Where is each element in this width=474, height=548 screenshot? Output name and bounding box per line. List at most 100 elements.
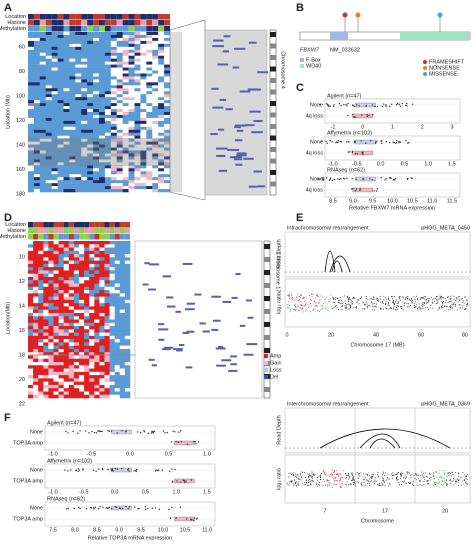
- heatmap-cell: [58, 319, 64, 324]
- cn-point: [324, 305, 326, 307]
- heatmap-cell: [58, 339, 64, 343]
- heatmap-cell: [93, 73, 100, 77]
- heatmap-cell: [75, 189, 82, 193]
- heatmap-cell: [104, 91, 112, 95]
- heatmap-cell: [104, 355, 110, 360]
- cn-point: [377, 484, 379, 486]
- tick-label: 0.0: [111, 489, 119, 495]
- heatmap-cell: [134, 52, 141, 57]
- heatmap-cell: [79, 335, 85, 340]
- heatmap-cell: [89, 303, 95, 307]
- cn-point: [341, 480, 343, 482]
- point: [127, 507, 129, 510]
- cn-point: [364, 484, 366, 486]
- heatmap-cell: [38, 244, 44, 248]
- cn-point: [460, 484, 462, 486]
- heatmap-cell: [116, 165, 123, 169]
- heatmap-cell: [28, 244, 34, 248]
- heatmap-cell: [152, 58, 159, 62]
- heatmap-cell: [152, 162, 159, 166]
- cn-point: [410, 299, 412, 301]
- cn-point: [414, 300, 416, 302]
- heatmap-cell: [89, 283, 95, 288]
- heatmap-cell: [45, 177, 52, 181]
- cn-point: [366, 306, 368, 308]
- heatmap-cell: [158, 37, 165, 42]
- cn-point: [436, 296, 438, 298]
- heatmap-cell: [124, 348, 131, 353]
- heatmap-cell: [116, 171, 123, 175]
- heatmap-cell: [58, 280, 64, 284]
- heatmap-cell: [58, 241, 64, 245]
- point: [75, 469, 77, 471]
- cn-point: [396, 477, 398, 479]
- heatmap-cell: [81, 165, 88, 169]
- heatmap-cell: [87, 61, 94, 65]
- heatmap-cell: [45, 34, 52, 39]
- heatmap-cell: [104, 43, 112, 48]
- heatmap-cell: [93, 49, 100, 54]
- cn-point: [453, 303, 455, 305]
- heatmap-cell: [68, 306, 75, 310]
- header-cell: [152, 14, 159, 20]
- heatmap-cell: [79, 358, 85, 363]
- heatmap-cell: [110, 46, 118, 51]
- heatmap-cell: [158, 85, 165, 89]
- heatmap-cell: [99, 67, 106, 71]
- cn-point: [310, 483, 312, 485]
- heatmap-cell: [28, 73, 35, 77]
- heatmap-cell: [33, 177, 41, 181]
- heatmap-cell: [158, 150, 165, 154]
- point: [178, 441, 180, 443]
- point: [175, 441, 177, 443]
- cn-point: [297, 305, 299, 307]
- header-cell: [69, 20, 76, 26]
- cn-point: [360, 482, 362, 484]
- cn-point: [317, 295, 319, 297]
- cn-point: [413, 296, 415, 298]
- heatmap-cell: [68, 322, 75, 327]
- heatmap-cell: [109, 303, 115, 307]
- heatmap-cell: [79, 342, 85, 346]
- cn-point: [447, 296, 449, 298]
- heatmap-cell: [128, 126, 135, 131]
- heatmap-cell: [134, 159, 141, 163]
- cn-point: [340, 478, 342, 480]
- heatmap-cell: [69, 88, 76, 92]
- cn-point: [339, 473, 341, 475]
- heatmap-cell: [79, 254, 85, 258]
- cn-point: [318, 303, 320, 305]
- heatmap-cell: [58, 378, 64, 382]
- heatmap-cell: [114, 296, 121, 301]
- heatmap-cell: [94, 319, 100, 324]
- heatmap-cell: [140, 150, 147, 154]
- gene-tag: [202, 330, 210, 333]
- header-cell: [119, 222, 125, 228]
- heatmap-cell: [128, 32, 135, 36]
- cn-point: [320, 305, 322, 307]
- heatmap-cell: [119, 329, 126, 333]
- header-cell: [94, 222, 100, 228]
- heatmap-cell: [45, 70, 52, 74]
- cn-point: [305, 308, 307, 310]
- cn-point: [366, 480, 368, 482]
- heatmap-cell: [122, 144, 129, 148]
- heatmap-cell: [68, 303, 75, 307]
- cn-point: [316, 310, 318, 312]
- heatmap-cell: [45, 112, 52, 116]
- cn-point: [374, 309, 376, 311]
- point: [164, 432, 166, 434]
- heatmap-cell: [57, 94, 64, 98]
- cn-point: [427, 302, 429, 304]
- point: [79, 430, 81, 432]
- heatmap-cell: [128, 159, 135, 163]
- point: [90, 507, 93, 509]
- point: [193, 441, 195, 443]
- heatmap-cell: [63, 391, 70, 396]
- heatmap-cell: [39, 88, 47, 92]
- heatmap-cell: [33, 378, 39, 382]
- heatmap-cell: [57, 34, 64, 39]
- heatmap-cell: [75, 138, 82, 142]
- row-label: 4q loss: [306, 187, 324, 193]
- heatmap-cell: [51, 189, 58, 193]
